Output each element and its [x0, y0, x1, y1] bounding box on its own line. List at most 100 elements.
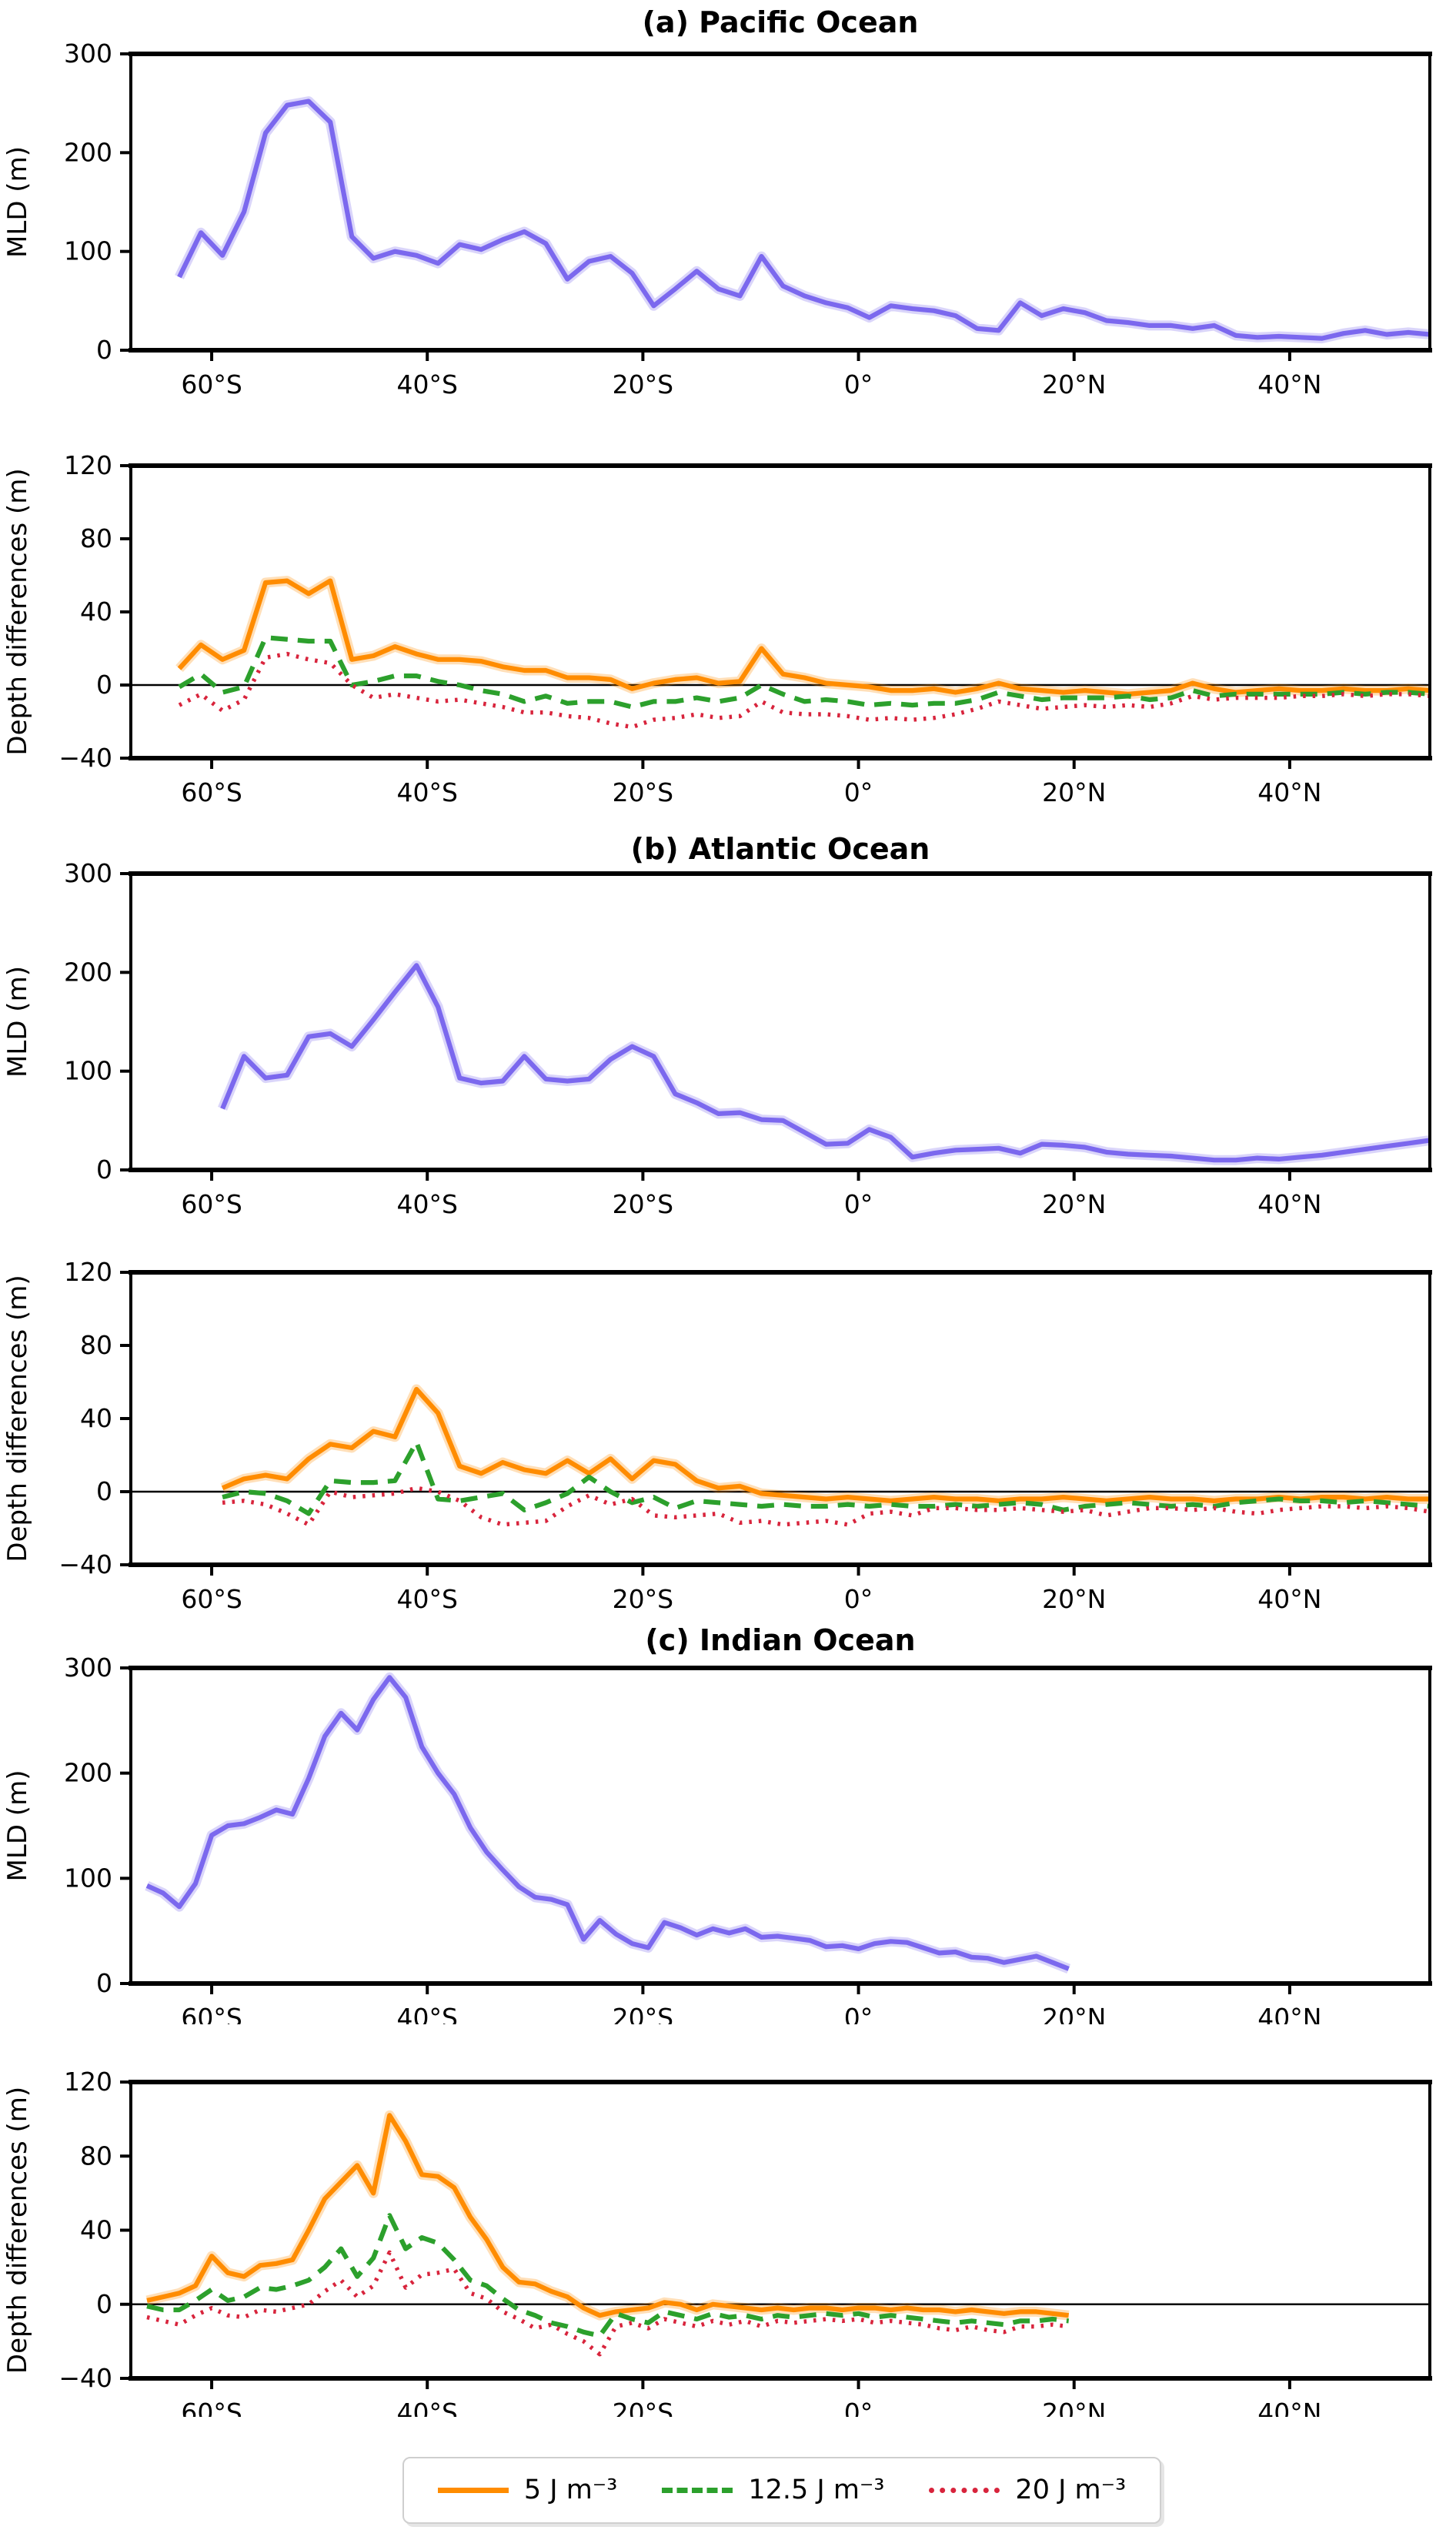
x-tick-label: 60°S: [181, 2398, 242, 2417]
legend-line-dashed-icon: [662, 2488, 733, 2493]
x-tick-label: 60°S: [181, 777, 242, 807]
chart-title: (a) Pacific Ocean: [643, 5, 919, 39]
x-tick-label: 40°S: [397, 1189, 458, 1219]
x-tick-label: 0°: [844, 2003, 873, 2024]
x-tick-label: 20°S: [613, 2398, 673, 2417]
series-line-20jm: [222, 1486, 1431, 1527]
x-tick-label: 20°S: [613, 369, 673, 399]
legend-label-5jm3: 5 J m⁻³: [523, 2475, 618, 2505]
y-axis-label: MLD (m): [2, 966, 33, 1078]
y-tick-label: −40: [58, 743, 112, 773]
y-tick-label: 80: [80, 523, 112, 553]
y-tick-label: 300: [64, 858, 112, 888]
atlantic-diff-svg: Depth differences (m) 60°S 40°S 20°S 0° 20°N 4…: [2, 1257, 1432, 1614]
y-tick-label: 40: [80, 1403, 112, 1433]
series-halo: [145, 2110, 1070, 2321]
x-tick-label: 0°: [844, 777, 873, 807]
x-tick-label: 20°N: [1042, 1189, 1106, 1219]
series-line-mld: [177, 99, 1431, 341]
legend-box: 5 J m⁻³ 12.5 J m⁻³ 20 J m⁻³: [402, 2457, 1162, 2524]
x-tick-label: 60°S: [181, 369, 242, 399]
x-tick-label: 40°N: [1257, 2398, 1321, 2417]
y-tick-label: 120: [64, 450, 112, 480]
chart-atlantic-mld: (b) Atlantic Ocean MLD (m) 60°S 40°S 20°S 0° 2…: [0, 831, 1456, 1235]
legend: 5 J m⁻³ 12.5 J m⁻³ 20 J m⁻³: [0, 2417, 1456, 2540]
x-tick-label: 0°: [844, 1189, 873, 1219]
y-tick-label: 100: [64, 1056, 112, 1086]
legend-item-5jm3: 5 J m⁻³: [437, 2475, 618, 2505]
y-axis-label: MLD (m): [2, 1770, 33, 1882]
y-axis-label: MLD (m): [2, 146, 33, 258]
x-tick-label: 20°N: [1042, 2398, 1106, 2417]
x-tick-label: 20°S: [613, 1189, 673, 1219]
y-tick-label: 0: [96, 670, 112, 700]
y-tick-label: 0: [96, 1155, 112, 1185]
x-tick-label: 60°S: [181, 1584, 242, 1614]
y-tick-label: 80: [80, 1330, 112, 1360]
chart-title: (c) Indian Ocean: [645, 1623, 915, 1657]
y-tick-label: 120: [64, 1257, 112, 1287]
x-tick-label: 40°N: [1257, 1584, 1321, 1614]
y-tick-label: 300: [64, 1653, 112, 1683]
x-tick-label: 40°N: [1257, 369, 1321, 399]
y-tick-label: 0: [96, 2289, 112, 2319]
y-tick-label: 100: [64, 236, 112, 266]
series-line-5jm: [177, 578, 1431, 697]
y-tick-label: 300: [64, 38, 112, 69]
series-halo: [220, 1384, 1430, 1506]
series-line-mld: [145, 1675, 1070, 1971]
x-tick-label: 40°N: [1257, 1189, 1321, 1219]
x-tick-label: 40°S: [397, 777, 458, 807]
x-tick-label: 0°: [844, 369, 873, 399]
series-halo: [175, 96, 1431, 344]
x-tick-label: 60°S: [181, 2003, 242, 2024]
series-line-125jm: [222, 1439, 1431, 1516]
x-tick-label: 20°N: [1042, 369, 1106, 399]
chart-indian-mld: (c) Indian Ocean MLD (m) 60°S 40°S 20°S 0° 20°…: [0, 1616, 1456, 2024]
y-tick-label: 120: [64, 2067, 112, 2097]
x-tick-label: 20°S: [613, 777, 673, 807]
pacific-diff-svg: Depth differences (m) 60°S 40°S 20°S 0° 20°N 4…: [2, 450, 1432, 807]
y-tick-label: 0: [96, 1968, 112, 1998]
x-tick-label: 20°S: [613, 1584, 673, 1614]
x-tick-label: 20°S: [613, 2003, 673, 2024]
legend-label-20jm3: 20 J m⁻³: [1015, 2475, 1127, 2505]
chart-pacific-mld: (a) Pacific Ocean MLD (m) 60°S 40°S 20°S 0° 20…: [0, 0, 1456, 404]
y-tick-label: −40: [58, 2363, 112, 2393]
series-line-5jm: [146, 2113, 1070, 2318]
x-tick-label: 40°N: [1257, 777, 1321, 807]
indian-diff-svg: Depth differences (m) 60°S 40°S 20°S 0° 20°N 4…: [2, 2067, 1432, 2417]
legend-label-125jm3: 12.5 J m⁻³: [748, 2475, 885, 2505]
x-tick-label: 0°: [844, 1584, 873, 1614]
y-tick-label: 200: [64, 1758, 112, 1788]
y-tick-label: 0: [96, 1476, 112, 1506]
legend-item-20jm3: 20 J m⁻³: [929, 2477, 1126, 2504]
y-tick-label: 40: [80, 2215, 112, 2245]
pacific-mld-svg: (a) Pacific Ocean MLD (m) 60°S 40°S 20°S 0° 20…: [2, 5, 1432, 399]
x-tick-label: 60°S: [181, 1189, 242, 1219]
chart-title: (b) Atlantic Ocean: [631, 832, 930, 866]
chart-pacific-depth-differences: Depth differences (m) 60°S 40°S 20°S 0° 20°N 4…: [0, 404, 1456, 831]
y-axis-label: Depth differences (m): [2, 468, 33, 755]
series-halo: [218, 960, 1431, 1165]
y-tick-label: −40: [58, 1549, 112, 1579]
y-tick-label: 200: [64, 957, 112, 987]
x-tick-label: 40°S: [397, 2003, 458, 2024]
series-line-125jm: [146, 2213, 1070, 2338]
chart-atlantic-depth-differences: Depth differences (m) 60°S 40°S 20°S 0° 20°N 4…: [0, 1235, 1456, 1616]
y-axis-label: Depth differences (m): [2, 1275, 33, 1562]
indian-mld-svg: (c) Indian Ocean MLD (m) 60°S 40°S 20°S 0° 20°…: [2, 1623, 1432, 2024]
legend-line-solid-icon: [437, 2488, 509, 2493]
x-tick-label: 20°N: [1042, 777, 1106, 807]
x-tick-label: 0°: [844, 2398, 873, 2417]
y-tick-label: 40: [80, 597, 112, 627]
atlantic-mld-svg: (b) Atlantic Ocean MLD (m) 60°S 40°S 20°S 0° 2…: [2, 832, 1432, 1219]
legend-item-125jm3: 12.5 J m⁻³: [662, 2477, 884, 2504]
x-tick-label: 40°S: [397, 369, 458, 399]
series-line-5jm: [221, 1386, 1430, 1503]
y-tick-label: 200: [64, 137, 112, 167]
x-tick-label: 20°N: [1042, 2003, 1106, 2024]
x-tick-label: 40°S: [397, 2398, 458, 2417]
chart-indian-depth-differences: Depth differences (m) 60°S 40°S 20°S 0° 20°N 4…: [0, 2024, 1456, 2417]
